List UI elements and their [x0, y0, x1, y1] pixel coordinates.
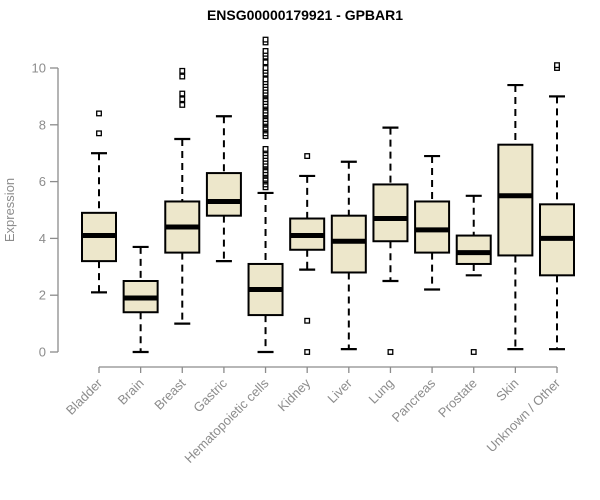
x-axis-tick-label-liver: Liver: [324, 375, 355, 406]
y-axis-tick-label: 8: [39, 117, 46, 132]
y-axis-tick-label: 2: [39, 288, 46, 303]
outlier-point: [262, 145, 269, 152]
x-axis-tick-label-prostate: Prostate: [435, 376, 480, 421]
x-axis-tick-label-breast: Breast: [151, 375, 188, 412]
outlier-point: [179, 90, 186, 97]
iqr-box: [414, 200, 451, 254]
outlier-point: [304, 153, 311, 159]
x-axis-tick-label-skin: Skin: [493, 376, 521, 404]
box-hematopoietic-cells: [247, 36, 284, 354]
box-breast: [164, 67, 201, 325]
box-gastric: [205, 115, 242, 263]
outlier-point: [179, 96, 186, 103]
iqr-box: [372, 183, 409, 243]
x-axis-tick-label-brain: Brain: [115, 376, 147, 408]
outlier-point: [96, 130, 102, 137]
outlier-point: [262, 76, 269, 83]
outlier-point: [262, 65, 269, 71]
x-axis-tick-label-unknown-other: Unknown / Other: [484, 375, 564, 455]
outlier-point: [262, 48, 269, 54]
box-prostate: [455, 194, 492, 355]
chart-title: ENSG00000179921 - GPBAR1: [207, 7, 403, 23]
outlier-point: [262, 36, 269, 43]
box-kidney: [289, 153, 326, 355]
iqr-box: [205, 172, 242, 217]
box-bladder: [81, 110, 117, 294]
iqr-box: [455, 234, 492, 265]
x-axis-tick-label-pancreas: Pancreas: [389, 375, 439, 425]
outlier-point: [304, 317, 311, 324]
x-axis-tick-label-kidney: Kidney: [275, 375, 314, 414]
outlier-point: [554, 62, 560, 69]
box-skin: [497, 83, 534, 351]
box-brain: [122, 245, 159, 354]
outlier-point: [304, 349, 311, 355]
outlier-point: [387, 349, 394, 355]
iqr-box: [330, 214, 367, 274]
box-unknown-other: [539, 62, 575, 351]
y-axis-tick-label: 10: [32, 61, 46, 76]
y-axis-tick-label: 4: [39, 231, 46, 246]
y-axis-tick-label: 6: [39, 174, 46, 189]
box-liver: [330, 160, 367, 351]
y-axis-label: Expression: [2, 178, 17, 242]
outlier-point: [179, 101, 186, 108]
x-axis-tick-label-gastric: Gastric: [190, 375, 230, 415]
x-axis-tick-label-lung: Lung: [366, 376, 397, 407]
outlier-point: [262, 59, 269, 66]
box-lung: [372, 126, 409, 355]
iqr-box: [497, 143, 534, 257]
outlier-point: [470, 349, 477, 355]
boxes-layer: [81, 36, 575, 355]
y-axis-tick-label: 0: [39, 345, 46, 360]
outlier-point: [179, 67, 186, 74]
outlier-point: [179, 73, 186, 80]
outlier-point: [96, 110, 102, 117]
x-axis-tick-label-bladder: Bladder: [63, 375, 106, 418]
box-pancreas: [414, 154, 451, 291]
y-axis: 0 2 4 6 8 10: [32, 61, 59, 360]
